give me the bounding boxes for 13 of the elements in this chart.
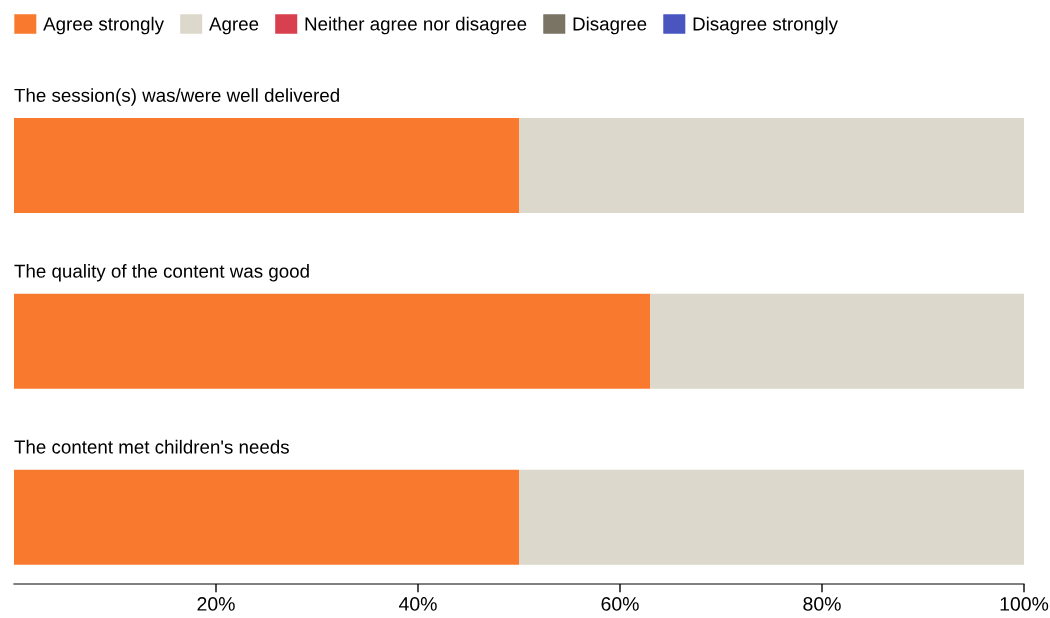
x-tick-label: 100% [1000, 597, 1049, 611]
x-tick-label: 60% [601, 597, 639, 611]
legend-label: Disagree strongly [693, 16, 838, 35]
legend-label: Agree strongly [43, 16, 164, 35]
x-tick-label: 80% [803, 597, 841, 611]
x-tick-label: 20% [197, 597, 235, 611]
x-tick-label: 40% [398, 597, 437, 611]
legend-label: Agree [209, 17, 259, 35]
y-tick-label: The quality of the content was good [14, 264, 309, 282]
legend-label: Neither agree nor disagree [305, 16, 527, 35]
y-tick-label: The content met children's needs [14, 439, 289, 454]
y-tick-label: The session(s) was/were well delivered [14, 88, 339, 106]
legend-label: Disagree [573, 16, 647, 35]
